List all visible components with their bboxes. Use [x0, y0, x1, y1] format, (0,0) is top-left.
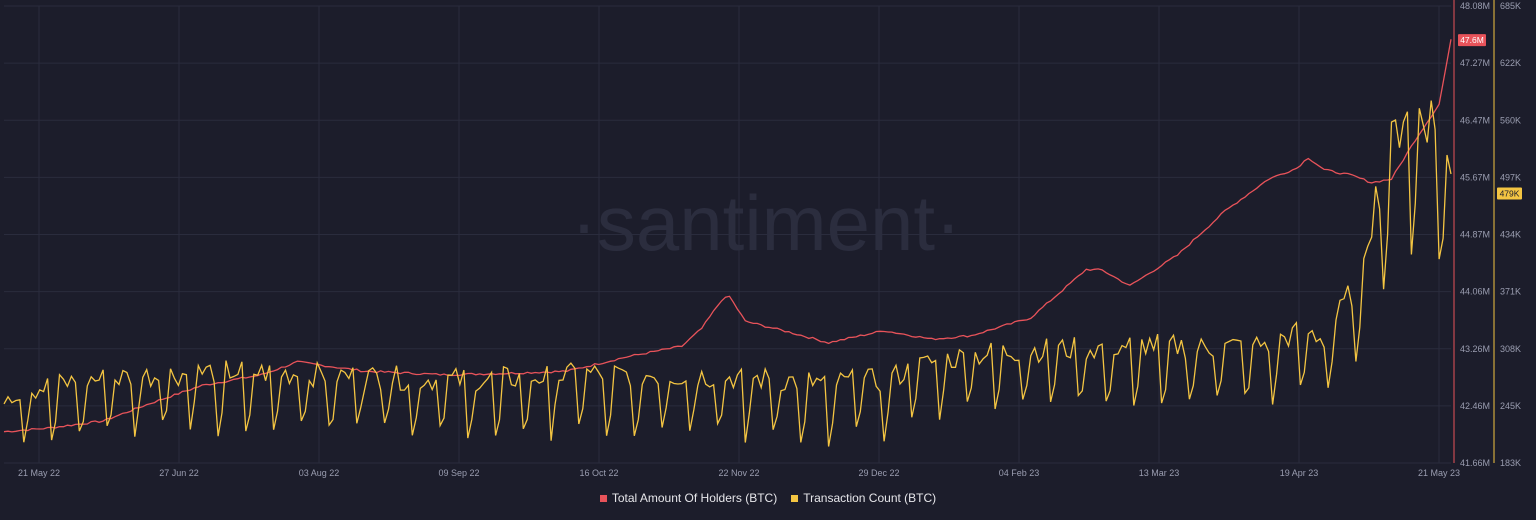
transactions-series-line — [3, 100, 1452, 447]
y-left-tick-label: 41.66M — [1460, 458, 1490, 468]
y-right-tick-label: 245K — [1500, 401, 1521, 411]
y-left-tick-label: 47.27M — [1460, 58, 1490, 68]
x-tick-label: 03 Aug 22 — [299, 468, 340, 478]
x-tick-label: 16 Oct 22 — [579, 468, 618, 478]
y-right-tick-label: 497K — [1500, 172, 1521, 182]
holders-last-value-label: 47.6M — [1460, 35, 1484, 45]
x-tick-label: 27 Jun 22 — [159, 468, 199, 478]
transactions-last-value-badge — [1497, 187, 1522, 200]
y-left-tick-label: 44.87M — [1460, 230, 1490, 240]
y-left-tick-label: 45.67M — [1460, 172, 1490, 182]
y-right-tick-label: 371K — [1500, 287, 1521, 297]
holders-series-line — [3, 39, 1452, 433]
x-tick-label: 09 Sep 22 — [438, 468, 479, 478]
y-left-tick-label: 44.06M — [1460, 287, 1490, 297]
holders-last-value-badge — [1458, 34, 1486, 47]
y-right-tick-label: 622K — [1500, 58, 1521, 68]
y-right-tick-label: 685K — [1500, 1, 1521, 11]
x-tick-label: 04 Feb 23 — [999, 468, 1040, 478]
legend-item-holders[interactable]: Total Amount Of Holders (BTC) — [599, 491, 778, 505]
y-left-tick-label: 42.46M — [1460, 401, 1490, 411]
y-left-tick-label: 48.08M — [1460, 1, 1490, 11]
legend-swatch-transactions — [791, 494, 799, 502]
x-tick-label: 29 Dec 22 — [858, 468, 899, 478]
y-left-tick-label: 43.26M — [1460, 344, 1490, 354]
x-tick-label: 21 May 23 — [1418, 468, 1460, 478]
y-right-tick-label: 560K — [1500, 115, 1521, 125]
x-tick-label: 13 Mar 23 — [1139, 468, 1180, 478]
legend-swatch-holders — [599, 494, 607, 502]
y-right-tick-label: 183K — [1500, 458, 1521, 468]
y-right-tick-label: 308K — [1500, 344, 1521, 354]
legend-label-transactions: Transaction Count (BTC) — [803, 491, 937, 505]
legend-label-holders: Total Amount Of Holders (BTC) — [611, 491, 778, 505]
x-tick-label: 21 May 22 — [18, 468, 60, 478]
x-tick-label: 19 Apr 23 — [1280, 468, 1319, 478]
y-left-tick-label: 46.47M — [1460, 115, 1490, 125]
watermark: ·santiment· — [571, 179, 961, 267]
y-right-tick-label: 434K — [1500, 230, 1521, 240]
transactions-last-value-label: 479K — [1500, 189, 1520, 199]
legend-item-transactions[interactable]: Transaction Count (BTC) — [791, 491, 936, 505]
x-tick-label: 22 Nov 22 — [718, 468, 759, 478]
legend: Total Amount Of Holders (BTC) Transactio… — [0, 491, 1536, 505]
